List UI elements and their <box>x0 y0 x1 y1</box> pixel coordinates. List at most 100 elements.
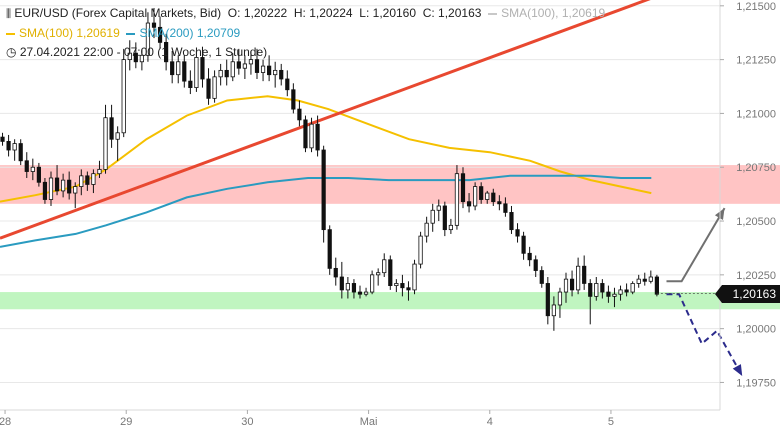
candle-body <box>424 222 429 237</box>
resistance-zone <box>0 165 780 204</box>
candle-body <box>418 235 423 265</box>
candle-body <box>97 168 102 175</box>
candle-body <box>588 283 593 297</box>
x-tick-label: 28 <box>0 416 11 428</box>
candle-body <box>600 283 605 293</box>
candle-body <box>170 61 175 76</box>
sma100-legend[interactable]: SMA(100) 1,20619 <box>6 26 120 40</box>
sma200-legend[interactable]: SMA(200) 1,20709 <box>126 26 240 40</box>
candlesticks <box>0 7 659 331</box>
candle-body <box>267 65 272 76</box>
interval-text: (1 Woche, 1 Stunde) <box>157 45 268 59</box>
candle-body <box>557 291 563 306</box>
candle-body <box>569 278 575 291</box>
candle-body <box>497 201 502 205</box>
open-value: 1,20222 <box>243 6 288 20</box>
candle-body <box>636 278 641 284</box>
candle-body <box>485 192 490 200</box>
candle-body <box>357 291 363 295</box>
sma200-value: 1,20709 <box>196 26 241 40</box>
period-range: 27.04.2021 22:00 - 07:00 <box>19 45 154 59</box>
close-value: 1,20163 <box>438 6 482 20</box>
candle-body <box>545 283 550 317</box>
period-row: ◷ 27.04.2021 22:00 - 07:00 (1 Woche, 1 S… <box>6 43 605 62</box>
candle-body <box>133 52 138 63</box>
candle-body <box>491 192 496 203</box>
candle-body <box>297 108 302 121</box>
clock-icon: ◷ <box>6 45 17 59</box>
candle-body <box>648 276 653 282</box>
candle-body <box>194 57 199 88</box>
candle-body <box>230 61 235 78</box>
candle-body <box>18 143 23 162</box>
candle-body <box>327 229 332 269</box>
candle-body <box>127 52 132 61</box>
y-axis: 1,21500 1,21250 1,21000 1,20750 1,20500 1,202… <box>719 0 776 410</box>
candle-body <box>618 289 623 295</box>
candle-body <box>73 186 78 194</box>
candle-body <box>260 65 266 73</box>
candle-body <box>145 22 151 56</box>
candle-body <box>533 259 538 271</box>
candle-body <box>109 117 114 140</box>
projection-up-line <box>666 207 726 283</box>
candle-body <box>291 89 296 110</box>
candle-body <box>12 143 17 151</box>
x-tick-label: 5 <box>608 416 614 428</box>
current-price-tag: 1,20163 <box>715 284 780 303</box>
candle-body <box>606 291 611 297</box>
candle-body <box>176 61 181 76</box>
candle-body <box>164 41 169 63</box>
candle-body <box>509 212 514 231</box>
candle-body <box>594 283 599 297</box>
candle-body <box>254 59 260 73</box>
candle-body <box>48 177 54 200</box>
candle-body <box>236 61 241 69</box>
candle-body <box>285 78 290 91</box>
candle-body <box>442 205 447 231</box>
y-tick-label: 1,21500 <box>736 1 776 13</box>
candle-body <box>103 117 108 170</box>
candle-body <box>436 205 441 211</box>
candle-body <box>61 179 66 192</box>
candle-body <box>157 26 163 43</box>
trendline <box>0 0 651 240</box>
candle-body <box>303 119 308 149</box>
sma100-ghost: SMA(100), 1,20619 <box>488 6 605 20</box>
candle-body <box>460 173 466 203</box>
sma-row: SMA(100) 1,20619 SMA(200) 1,20709 <box>6 24 605 43</box>
candle-body <box>582 265 587 284</box>
candle-body <box>339 276 344 291</box>
chart-bars-icon: ⫼ <box>6 8 12 20</box>
candle-body <box>200 57 205 80</box>
high-label: H: <box>293 6 306 20</box>
candle-body <box>521 235 526 254</box>
candle-body <box>394 283 399 287</box>
candle-body <box>30 166 35 172</box>
candle-body <box>6 141 11 151</box>
candle-body <box>551 304 556 317</box>
x-axis: 28 29 30 Mai 4 5 <box>0 409 720 428</box>
candle-body <box>515 229 520 237</box>
y-tick-label: 1,19750 <box>736 377 776 389</box>
candle-body <box>218 69 223 78</box>
sma100-label: SMA(100) <box>19 26 74 40</box>
candle-body <box>370 274 375 293</box>
low-value: 1,20160 <box>372 6 417 20</box>
sma100-value: 1,20619 <box>76 26 120 40</box>
candle-body <box>36 166 41 183</box>
candle-body <box>121 59 126 134</box>
candle-body <box>473 186 478 207</box>
projection-down-arrowhead <box>732 364 743 376</box>
symbol-name: EUR/USD (Forex Capital Markets, Bid) <box>14 6 222 20</box>
open-label: O: <box>227 6 241 20</box>
candle-body <box>624 289 629 293</box>
candle-body <box>479 186 484 200</box>
candle-body <box>248 59 254 65</box>
candle-body <box>42 181 48 200</box>
candle-body <box>139 54 144 63</box>
candle-body <box>315 123 320 151</box>
candle-body <box>576 265 581 291</box>
y-tick-label: 1,20750 <box>736 162 776 174</box>
